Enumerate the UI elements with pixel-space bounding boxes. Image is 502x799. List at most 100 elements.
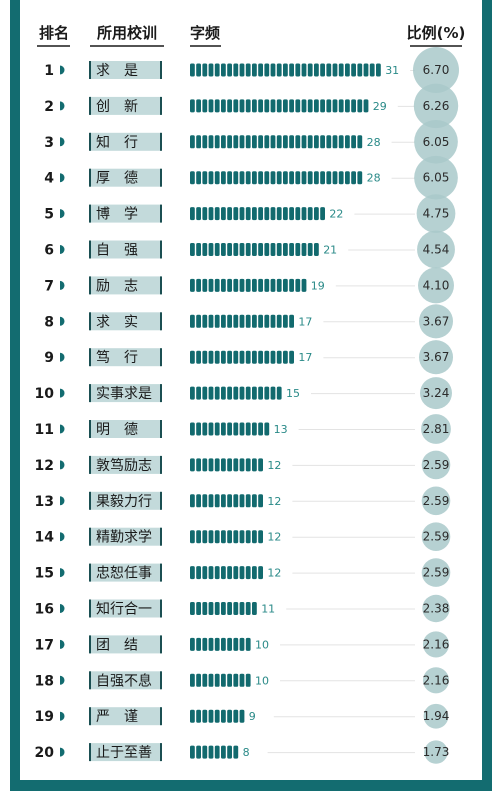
bar-segment: [239, 278, 245, 292]
rank-number: 3: [44, 135, 54, 151]
bar-segment: [233, 135, 239, 149]
bar-segment: [301, 278, 307, 292]
table-row: 14 精勤求学 12 2.59: [35, 522, 451, 551]
bar-segment: [208, 566, 214, 580]
bar-segment: [214, 278, 220, 292]
bar-segment: [258, 135, 263, 149]
header-ratio: 比例(%): [407, 24, 466, 42]
count-label: 22: [329, 208, 343, 221]
bar-segment: [314, 243, 319, 256]
bar-segment: [214, 386, 220, 400]
bar-segment: [208, 350, 214, 364]
frequency-bar: [190, 171, 363, 185]
bar-segment: [214, 458, 220, 472]
header-freq: 字频: [190, 24, 220, 42]
bar-segment: [202, 709, 208, 723]
bar-segment: [289, 350, 294, 364]
bar-segment: [202, 135, 208, 149]
bar-segment: [332, 135, 338, 149]
ratio-label: 2.81: [423, 422, 450, 436]
rank-number: 1: [44, 63, 54, 79]
bar-segment: [233, 243, 239, 256]
bar-segment: [289, 63, 294, 77]
bar-segment: [276, 63, 282, 77]
motto-label-accent: [89, 348, 91, 367]
table-row: 1 求 是 31 6.70: [44, 47, 459, 93]
bar-segment: [233, 422, 239, 436]
ratio-label: 6.26: [423, 99, 450, 113]
table-row: 19 严 谨 9 1.94: [35, 703, 449, 729]
bar-segment: [233, 673, 239, 687]
bar-segment: [239, 673, 245, 687]
bar-segment: [208, 673, 214, 687]
bar-segment: [245, 135, 251, 149]
bar-segment: [264, 135, 270, 149]
bar-segment: [270, 135, 276, 149]
ratio-label: 2.38: [423, 602, 450, 616]
bar-segment: [252, 350, 257, 364]
motto-label-accent: [89, 671, 91, 690]
frequency-bar: [190, 637, 251, 651]
bar-segment: [202, 566, 208, 580]
bar-segment: [345, 63, 350, 77]
bar-segment: [295, 278, 301, 292]
bar-segment: [264, 207, 270, 221]
bar-segment: [208, 386, 214, 400]
bar-segment: [196, 494, 201, 508]
bar-segment: [239, 422, 245, 436]
bar-segment: [208, 637, 214, 651]
bar-segment: [351, 135, 356, 149]
bar-segment: [214, 494, 220, 508]
bar-segment: [289, 278, 294, 292]
bar-segment: [239, 494, 245, 508]
ratio-label: 6.05: [423, 135, 450, 149]
ratio-bubble: [413, 47, 459, 93]
bar-segment: [221, 99, 226, 113]
bar-segment: [376, 63, 381, 77]
bar-segment: [239, 135, 245, 149]
bar-segment: [258, 566, 263, 580]
motto-label-accent: [89, 563, 91, 582]
motto-label-accent: [160, 96, 162, 115]
motto-label: 明 德: [96, 422, 138, 438]
rank-number: 2: [44, 99, 54, 115]
rank-number: 17: [35, 637, 54, 653]
frequency-bar: [190, 135, 363, 149]
rank-marker-icon: [60, 424, 65, 434]
table-row: 6 自 强 21 4.54: [44, 230, 455, 269]
bar-segment: [283, 243, 288, 256]
bar-segment: [202, 278, 208, 292]
bar-segment: [190, 637, 195, 651]
motto-label: 忠恕任事: [96, 566, 152, 582]
bar-segment: [221, 530, 226, 544]
bar-segment: [320, 207, 325, 221]
bar-segment: [214, 422, 220, 436]
ratio-bubble: [421, 522, 451, 551]
motto-label: 实事求是: [96, 386, 152, 402]
motto-label: 自 强: [96, 243, 138, 259]
motto-label-accent: [160, 707, 162, 726]
frequency-bar: [190, 63, 381, 77]
bar-segment: [258, 243, 263, 256]
bar-segment: [283, 63, 288, 77]
bar-segment: [326, 99, 332, 113]
bar-segment: [190, 171, 195, 185]
bar-segment: [295, 243, 301, 256]
bar-segment: [221, 494, 226, 508]
motto-label-bg: [90, 276, 161, 295]
rank-marker-icon: [60, 388, 65, 398]
bar-segment: [245, 63, 251, 77]
rank-marker-icon: [60, 316, 65, 326]
table-row: 10 实事求是 15 3.24: [35, 377, 452, 410]
table-row: 2 创 新 29 6.26: [44, 83, 459, 129]
bar-segment: [245, 566, 251, 580]
bar-segment: [332, 63, 338, 77]
table-row: 20 止于至善 8 1.73: [35, 740, 449, 764]
bar-segment: [245, 207, 251, 221]
ratio-label: 4.75: [423, 207, 450, 221]
frequency-bar: [190, 243, 319, 256]
bar-segment: [202, 422, 208, 436]
bar-segment: [314, 207, 319, 221]
motto-label-bg: [90, 132, 161, 151]
bar-segment: [295, 99, 301, 113]
